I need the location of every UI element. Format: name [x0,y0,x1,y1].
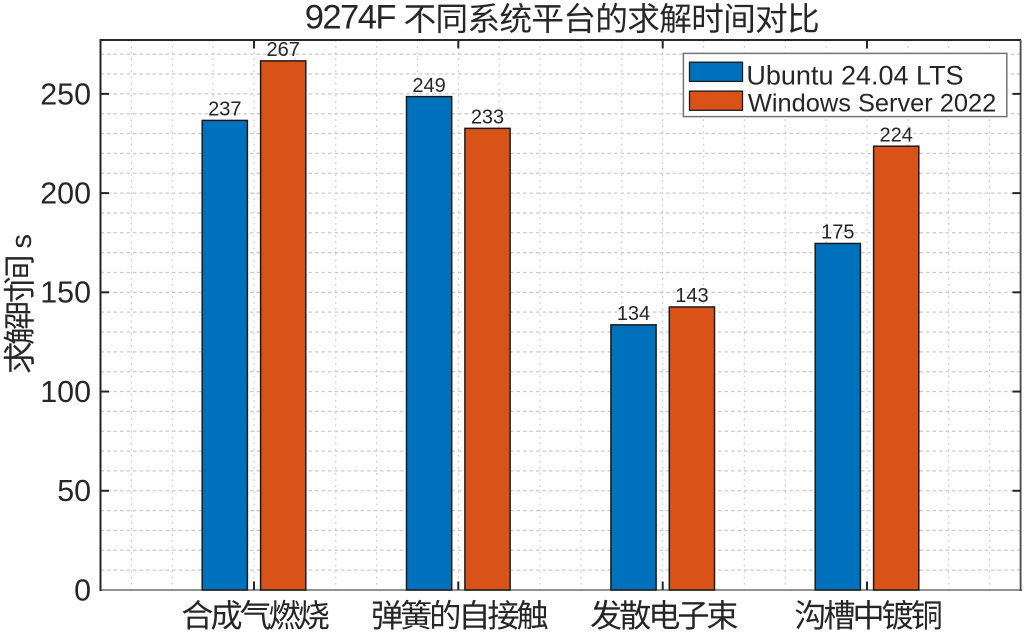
svg-text:134: 134 [617,303,650,325]
svg-text:237: 237 [208,99,241,121]
svg-text:100: 100 [40,375,91,409]
svg-text:Ubuntu 24.04 LTS: Ubuntu 24.04 LTS [746,60,963,90]
svg-text:s: s [6,234,38,249]
svg-text:224: 224 [880,124,913,146]
svg-text:Windows Server 2022: Windows Server 2022 [748,89,996,117]
svg-text:150: 150 [40,276,91,310]
svg-text:267: 267 [267,39,300,61]
svg-text:9274F: 9274F [305,0,396,37]
svg-text:233: 233 [471,107,504,129]
svg-text:143: 143 [675,285,708,307]
svg-text:175: 175 [821,222,854,244]
svg-text:50: 50 [57,474,91,508]
svg-text:200: 200 [40,177,91,211]
svg-text:249: 249 [412,75,445,97]
svg-text:250: 250 [40,77,91,111]
svg-text:0: 0 [74,573,91,607]
